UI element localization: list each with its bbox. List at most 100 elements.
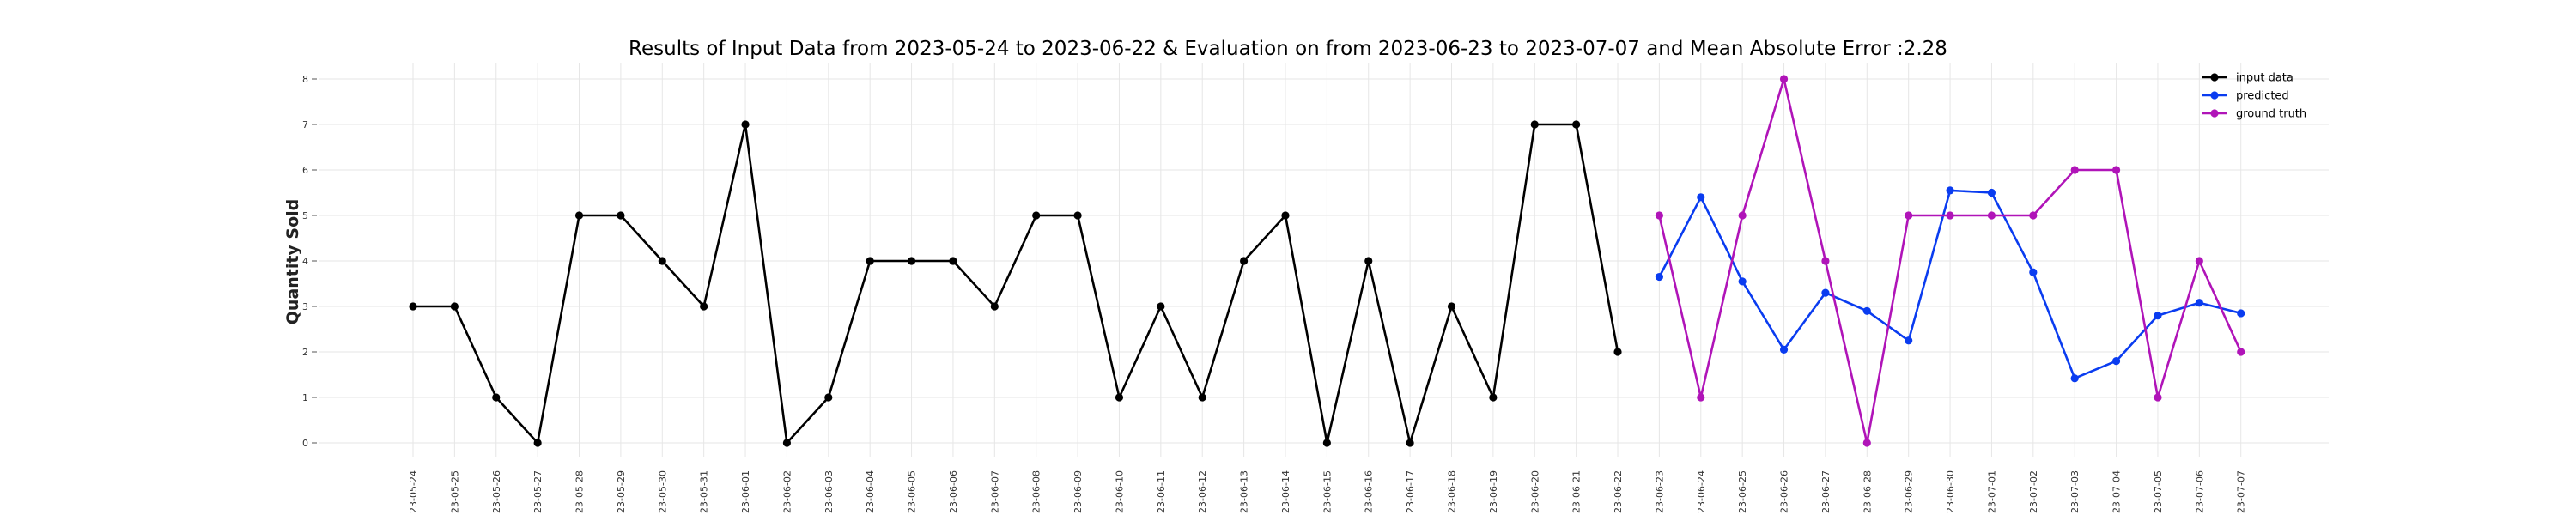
data-point bbox=[2154, 393, 2162, 402]
x-tick-label: 23-06-24 bbox=[1696, 470, 1707, 513]
legend-marker bbox=[2210, 109, 2219, 118]
data-point bbox=[1655, 272, 1663, 282]
data-point bbox=[1779, 345, 1789, 354]
data-point bbox=[1779, 75, 1789, 83]
data-point bbox=[2237, 309, 2245, 318]
legend-marker bbox=[2210, 91, 2219, 100]
legend-item: input data bbox=[2202, 72, 2293, 85]
x-tick-label: 23-06-17 bbox=[1405, 470, 1416, 513]
y-tick-label: 2 bbox=[302, 347, 308, 358]
x-tick-label: 23-06-11 bbox=[1156, 470, 1167, 513]
data-point bbox=[741, 120, 750, 129]
series-input-data bbox=[409, 120, 1622, 447]
x-tick-label: 23-06-30 bbox=[1945, 470, 1956, 513]
x-tick-label: 23-07-01 bbox=[1986, 470, 1997, 513]
x-tick-label: 23-05-31 bbox=[699, 470, 710, 513]
y-tick-label: 0 bbox=[302, 438, 308, 449]
x-tick-label: 23-06-09 bbox=[1072, 470, 1084, 513]
data-point bbox=[1613, 348, 1622, 356]
data-point bbox=[1322, 439, 1331, 447]
x-tick-label: 23-06-14 bbox=[1280, 470, 1291, 513]
data-point bbox=[1655, 211, 1663, 220]
data-point bbox=[2195, 257, 2203, 265]
x-tick-label: 23-06-28 bbox=[1862, 470, 1873, 513]
data-point bbox=[450, 302, 459, 311]
y-tick-label: 4 bbox=[302, 256, 308, 267]
data-point bbox=[1157, 302, 1165, 311]
data-point bbox=[1862, 439, 1871, 447]
data-point bbox=[1032, 211, 1041, 220]
legend-label: ground truth bbox=[2236, 108, 2306, 121]
y-tick-label: 5 bbox=[302, 210, 308, 221]
data-point bbox=[1406, 439, 1414, 447]
legend-item: predicted bbox=[2202, 90, 2289, 103]
data-point bbox=[1821, 257, 1830, 265]
y-tick-label: 3 bbox=[302, 301, 308, 312]
data-point bbox=[658, 257, 666, 265]
data-point bbox=[824, 393, 833, 402]
data-point bbox=[1240, 257, 1249, 265]
grid bbox=[319, 63, 2329, 457]
data-point bbox=[1198, 393, 1206, 402]
data-point bbox=[2070, 374, 2079, 383]
series-line bbox=[413, 123, 1619, 445]
legend-label: predicted bbox=[2236, 90, 2289, 103]
x-tick-label: 23-05-29 bbox=[616, 470, 627, 513]
data-point bbox=[866, 257, 874, 265]
legend-item: ground truth bbox=[2202, 108, 2306, 121]
x-tick-label: 23-06-18 bbox=[1447, 470, 1458, 513]
x-tick-label: 23-07-05 bbox=[2153, 470, 2164, 513]
data-point bbox=[2111, 166, 2121, 174]
data-point bbox=[2154, 312, 2162, 320]
data-point bbox=[700, 302, 708, 311]
x-tick-label: 23-05-27 bbox=[532, 470, 544, 513]
x-tick-label: 23-06-05 bbox=[907, 470, 918, 513]
data-point bbox=[1905, 211, 1913, 220]
data-point bbox=[990, 302, 999, 311]
data-point bbox=[409, 302, 417, 311]
data-point bbox=[1530, 120, 1539, 129]
x-tick-label: 23-05-25 bbox=[449, 470, 460, 513]
x-tick-label: 23-06-16 bbox=[1364, 470, 1375, 513]
x-tick-label: 23-06-10 bbox=[1114, 470, 1125, 513]
chart-title: Results of Input Data from 2023-05-24 to… bbox=[629, 38, 1947, 60]
data-point bbox=[492, 393, 501, 402]
x-tick-label: 23-06-19 bbox=[1488, 470, 1499, 513]
x-tick-label: 23-05-24 bbox=[408, 470, 419, 513]
data-point bbox=[2070, 166, 2079, 174]
data-point bbox=[1862, 306, 1871, 315]
data-point bbox=[1987, 211, 1996, 220]
x-tick-label: 23-05-26 bbox=[491, 470, 502, 513]
x-tick-label: 23-07-03 bbox=[2069, 470, 2081, 513]
x-tick-label: 23-06-29 bbox=[1904, 470, 1915, 513]
x-tick-label: 23-06-04 bbox=[865, 470, 876, 513]
x-tick-label: 23-07-04 bbox=[2111, 470, 2123, 513]
data-point bbox=[1073, 211, 1082, 220]
x-tick-label: 23-06-02 bbox=[781, 470, 793, 513]
data-point bbox=[1946, 211, 1954, 220]
data-point bbox=[907, 257, 916, 265]
x-tick-label: 23-06-21 bbox=[1571, 470, 1583, 513]
x-tick-label: 23-06-25 bbox=[1737, 470, 1748, 513]
series-ground-truth bbox=[1655, 75, 2245, 447]
y-tick-label: 8 bbox=[302, 74, 308, 85]
data-point bbox=[1447, 302, 1456, 311]
x-tick-label: 23-07-06 bbox=[2194, 470, 2205, 513]
data-point bbox=[617, 211, 625, 220]
x-tick-label: 23-06-20 bbox=[1529, 470, 1540, 513]
y-tick-label: 6 bbox=[302, 165, 308, 176]
x-tick-label: 23-06-27 bbox=[1820, 470, 1832, 513]
x-tick-label: 23-06-07 bbox=[989, 470, 1000, 513]
x-tick-label: 23-05-28 bbox=[574, 470, 586, 513]
x-tick-label: 23-06-03 bbox=[823, 470, 835, 513]
data-point bbox=[1738, 211, 1747, 220]
data-point bbox=[2029, 211, 2038, 220]
legend: input data predicted ground truth bbox=[2202, 72, 2306, 121]
data-point bbox=[2195, 299, 2203, 307]
data-point bbox=[1946, 186, 1954, 195]
y-axis-ticks: 0 1 2 3 4 5 6 7 8 bbox=[302, 74, 317, 449]
data-point bbox=[782, 439, 792, 447]
y-tick-label: 7 bbox=[302, 119, 308, 130]
x-tick-label: 23-06-01 bbox=[740, 470, 751, 513]
